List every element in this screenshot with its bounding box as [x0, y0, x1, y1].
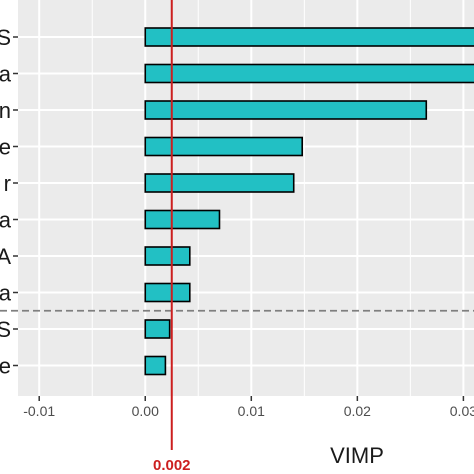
y-tick-label: n	[0, 98, 11, 123]
reference-line-label: 0.002	[153, 457, 191, 474]
bar-0	[144, 27, 474, 47]
bar-5	[144, 209, 221, 230]
bar-9	[144, 355, 167, 376]
bars	[144, 27, 474, 376]
y-tick-label: e	[0, 354, 11, 379]
x-axis-title: VIMP	[330, 443, 384, 468]
bar-6	[144, 246, 191, 266]
bar-3	[144, 136, 304, 157]
x-tick-label: 0.03	[450, 403, 474, 419]
y-tick-label: a	[0, 281, 12, 306]
x-tick-label: -0.01	[23, 403, 55, 419]
plot-panel	[18, 0, 474, 396]
bar-2	[144, 100, 428, 120]
x-tick-label: 0.02	[344, 403, 371, 419]
bar-8	[144, 319, 171, 339]
x-tick-label: 0.01	[238, 403, 265, 419]
y-tick-label: S	[0, 317, 11, 342]
y-tick-label: e	[0, 135, 11, 160]
bar-1	[144, 63, 474, 84]
y-tick-label: r	[4, 171, 11, 196]
y-tick-label: a	[0, 208, 12, 233]
y-tick-label: a	[0, 62, 12, 87]
x-tick-label: 0.00	[132, 403, 159, 419]
x-axis-ticks: -0.01 0.00 0.01 0.02 0.03	[23, 396, 474, 419]
y-tick-label: S	[0, 25, 11, 50]
bar-4	[144, 173, 295, 193]
y-tick-label: A	[0, 244, 11, 269]
bar-7	[144, 282, 191, 303]
